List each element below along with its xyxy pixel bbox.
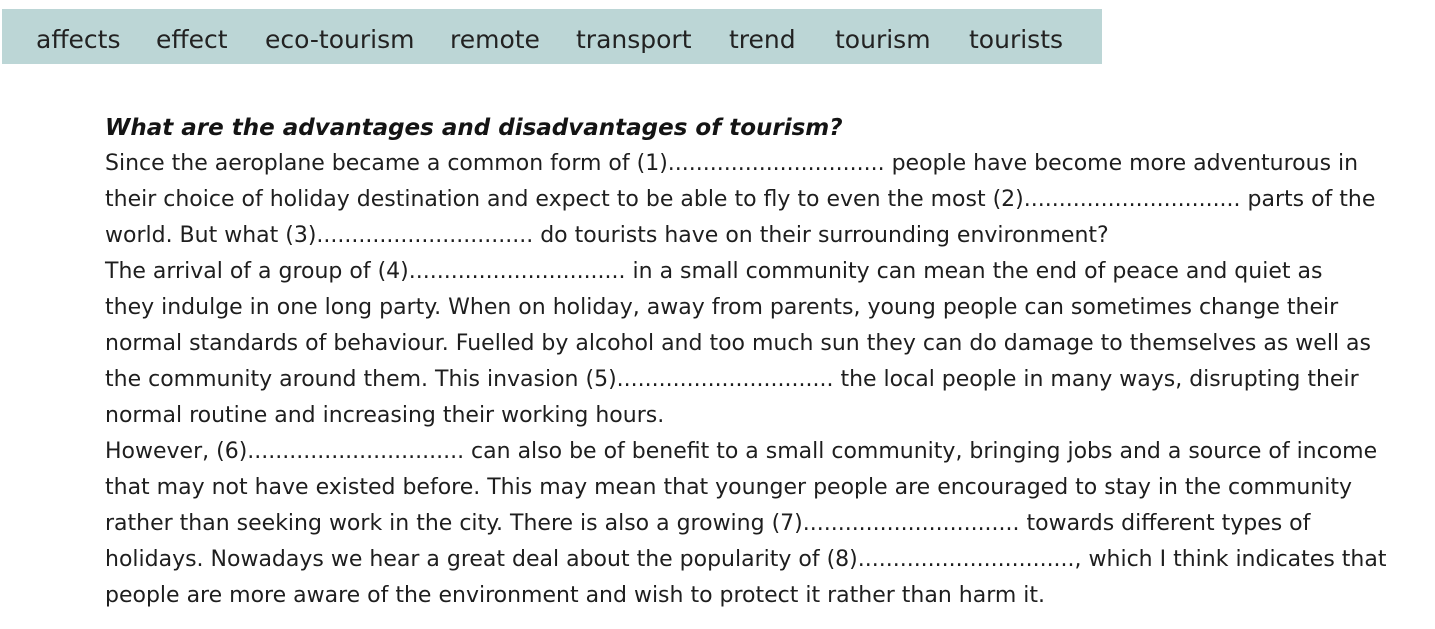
passage-line: their choice of holiday destination and … — [105, 187, 1376, 212]
word-box-item-tourists: tourists — [969, 25, 1064, 54]
word-box-item-eco-tourism: eco-tourism — [265, 25, 415, 54]
passage-line: that may not have existed before. This m… — [105, 475, 1353, 500]
passage-line: normal standards of behaviour. Fuelled b… — [105, 331, 1371, 356]
passage-line: rather than seeking work in the city. Th… — [105, 511, 1311, 536]
passage-line: people are more aware of the environment… — [105, 583, 1046, 608]
passage-line: The arrival of a group of (4)...........… — [105, 259, 1323, 284]
passage-line: they indulge in one long party. When on … — [105, 295, 1339, 320]
passage-line: Since the aeroplane became a common form… — [105, 151, 1359, 176]
word-box-item-transport: transport — [576, 25, 692, 54]
word-box-item-tourism: tourism — [835, 25, 931, 54]
passage: What are the advantages and disadvantage… — [105, 110, 1425, 614]
word-box-item-trend: trend — [729, 25, 796, 54]
word-box-item-effect: effect — [156, 25, 228, 54]
word-box-item-remote: remote — [450, 25, 540, 54]
word-box-item-affects: affects — [36, 25, 121, 54]
passage-line: holidays. Nowadays we hear a great deal … — [105, 547, 1387, 572]
passage-line: world. But what (3).....................… — [105, 223, 1109, 248]
passage-line: the community around them. This invasion… — [105, 367, 1359, 392]
passage-line: However, (6)............................… — [105, 439, 1378, 464]
word-box: affects effect eco-tourism remote transp… — [2, 9, 1102, 64]
passage-line: normal routine and increasing their work… — [105, 403, 665, 428]
passage-heading: What are the advantages and disadvantage… — [105, 115, 843, 141]
